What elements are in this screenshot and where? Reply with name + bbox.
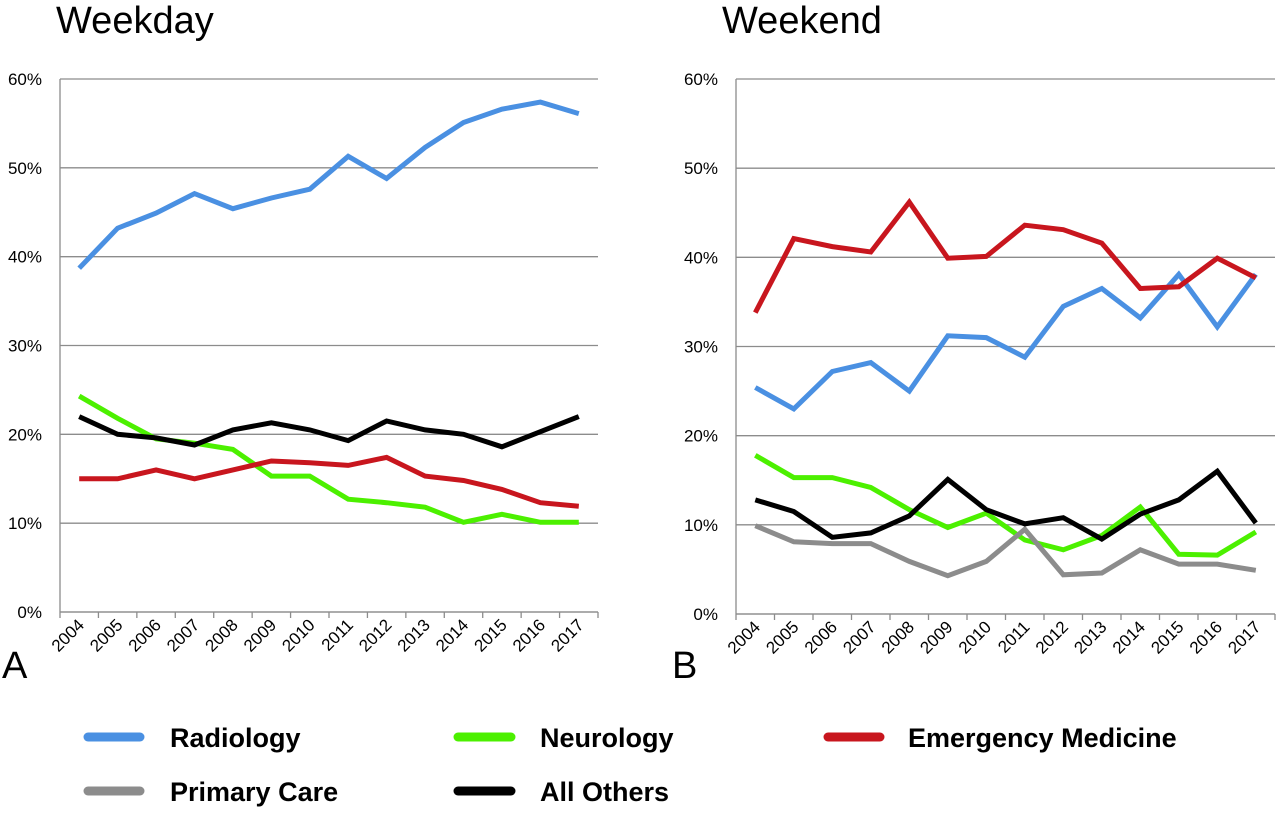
legend-label-neurology: Neurology [540,723,674,753]
series-line-radiology [77,99,580,270]
y-tick-label: 50% [8,159,42,178]
panel-letter-a: A [2,645,28,687]
x-tick-label: 2014 [432,615,472,655]
legend-label-all-others: All Others [540,777,669,807]
x-tick-label: 2010 [955,617,995,657]
x-tick-label: 2012 [355,615,395,655]
y-tick-label: 40% [8,248,42,267]
x-tick-label: 2011 [994,617,1033,656]
y-tick-label: 40% [684,248,718,267]
x-tick-label: 2007 [163,615,203,655]
y-tick-label: 20% [8,425,42,444]
chart-legend: Radiology Neurology Emergency Medicine Prim… [83,723,1177,807]
x-tick-label: 2017 [547,615,587,655]
x-tick-label: 2006 [125,615,165,655]
series-line-all-others [754,467,1258,543]
x-tick-label: 2009 [916,617,956,657]
x-tick-label: 2012 [1032,617,1072,657]
y-tick-label: 10% [684,516,718,535]
x-tick-label: 2007 [839,617,879,657]
x-tick-label: 2016 [509,615,549,655]
series-line-emergency-medicine [753,197,1257,314]
x-tick-label: 2008 [202,615,242,655]
x-tick-label: 2004 [48,615,88,655]
y-tick-label: 0% [17,603,42,622]
series-line-neurology [754,453,1258,558]
x-tick-label: 2004 [724,617,764,657]
panel-title-weekday: Weekday [56,0,214,42]
legend-label-primary-care: Primary Care [170,777,338,807]
x-tick-label: 2013 [1070,617,1110,657]
x-tick-label: 2009 [240,615,280,655]
x-tick-label: 2006 [801,617,841,657]
y-tick-label: 0% [693,605,718,624]
y-tick-label: 20% [684,427,718,446]
y-tick-label: 30% [684,338,718,357]
x-tick-label: 2013 [394,615,434,655]
series-line-emergency-medicine [79,454,580,509]
y-tick-label: 60% [8,70,42,89]
x-tick-label: 2011 [318,615,357,654]
y-tick-label: 10% [8,514,42,533]
x-tick-label: 2010 [278,615,318,655]
series-line-radiology [754,270,1258,412]
x-tick-label: 2008 [878,617,918,657]
y-tick-label: 60% [684,70,718,89]
x-tick-label: 2015 [471,615,511,655]
x-tick-label: 2017 [1224,617,1264,657]
x-tick-label: 2005 [762,617,802,657]
series-line-primary-care [754,523,1257,579]
panel-title-weekend: Weekend [722,0,882,42]
x-tick-label: 2015 [1147,617,1187,657]
series-line-neurology [77,393,579,525]
y-tick-label: 30% [8,337,42,356]
chart-panel-weekday: Weekday A 0%10%20%30%40%50%60%2004200520… [2,0,599,687]
legend-label-radiology: Radiology [170,723,301,753]
y-tick-label: 50% [684,159,718,178]
x-tick-label: 2016 [1186,617,1226,657]
series-line-all-others [78,414,580,450]
chart-panel-weekend: Weekend B 0%10%20%30%40%50%60%2004200520… [672,0,1276,687]
panel-letter-b: B [672,645,697,687]
x-tick-label: 2005 [86,615,126,655]
legend-label-emergency-medicine: Emergency Medicine [908,723,1177,753]
x-tick-label: 2014 [1109,617,1149,657]
